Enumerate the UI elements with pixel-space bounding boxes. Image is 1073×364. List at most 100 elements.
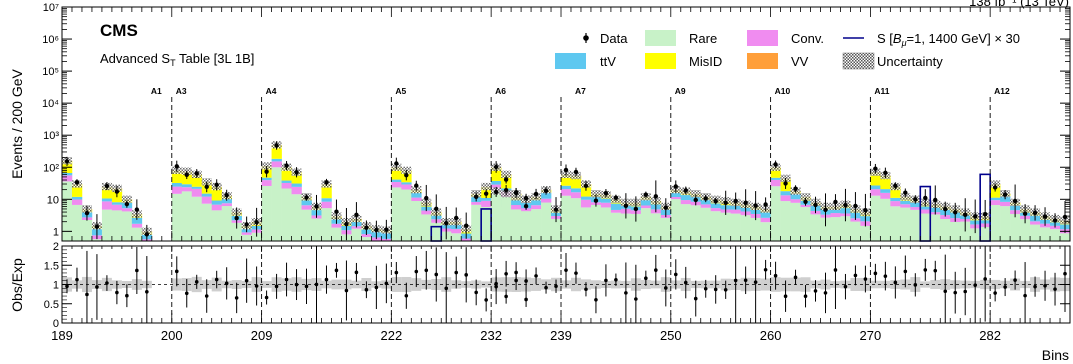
main-histogram-panel: A1 A3 A4 A5 A6 A7 A9 A10 A11 A12 11010²10³10⁴10⁵1… — [42, 2, 1071, 242]
data-points — [64, 141, 1068, 241]
data-point — [753, 203, 758, 208]
ratio-point — [574, 271, 578, 275]
bar-rare — [680, 204, 692, 241]
bar-rare — [1020, 219, 1031, 241]
ratio-point — [993, 291, 997, 295]
ratio-point — [903, 269, 908, 274]
ratio-point — [284, 277, 289, 282]
data-point — [623, 203, 629, 209]
bar-misid — [191, 174, 203, 187]
region-label: A11 — [874, 86, 889, 96]
data-point — [94, 224, 100, 229]
x-tick-label: 222 — [380, 328, 402, 343]
bar-conv — [710, 208, 721, 212]
data-point — [64, 159, 70, 164]
ratio-band-bin — [481, 281, 492, 288]
ratio-point — [145, 289, 149, 294]
bar-ttv — [640, 200, 652, 206]
ratio-point — [973, 283, 977, 287]
bar-rare — [640, 208, 652, 241]
data-point — [733, 198, 738, 204]
bar-conv — [211, 204, 222, 211]
ratio-point — [304, 284, 309, 289]
data-point — [813, 202, 818, 208]
bar-conv — [1030, 221, 1041, 225]
bar-conv — [600, 202, 612, 208]
bar-rare — [451, 233, 462, 241]
data-point — [304, 195, 309, 200]
bar-rare — [690, 205, 702, 241]
data-point — [344, 221, 349, 227]
bar-conv — [800, 204, 811, 208]
data-point — [134, 207, 140, 212]
data-point — [633, 206, 639, 212]
bar-rare — [391, 187, 402, 241]
ratio-point — [773, 273, 778, 278]
bar-conv — [301, 205, 312, 210]
bar-ttv — [670, 192, 682, 198]
bar-ttv — [101, 198, 113, 202]
ratio-point — [783, 294, 788, 299]
main-panel-frame — [61, 6, 1071, 242]
bar-ttv — [261, 177, 272, 181]
data-point — [723, 200, 728, 206]
data-point — [444, 220, 449, 226]
main-y-axis-label: Events / 200 GeV — [9, 68, 25, 178]
data-point — [653, 194, 659, 199]
data-point — [963, 212, 968, 218]
data-point — [1042, 214, 1048, 219]
ratio-point — [334, 268, 339, 273]
bar-rare — [590, 204, 602, 241]
bar-conv — [640, 205, 652, 209]
ratio-point — [384, 281, 389, 286]
bar-ttv — [990, 197, 1001, 201]
bar-rare — [401, 189, 412, 241]
data-point — [463, 223, 469, 228]
main-y-axis: 1 10 10² 10³ 10⁴ 10⁵ 10⁶ 10⁷ — [42, 2, 1070, 238]
uncertainty-band — [501, 170, 512, 179]
bar-conv — [730, 209, 741, 214]
data-point — [364, 225, 369, 230]
data-point — [853, 203, 858, 209]
bar-ttv — [111, 202, 123, 205]
ratio-region-separators — [171, 246, 991, 323]
ratio-band-bin — [990, 279, 1001, 290]
bar-rare — [950, 221, 961, 241]
bar-ttv — [181, 184, 193, 188]
bar-rare — [501, 196, 512, 241]
bar-conv — [670, 197, 682, 200]
ratio-point — [544, 285, 548, 290]
ratio-point — [224, 281, 229, 286]
ratio-point — [404, 293, 409, 298]
bar-rare — [471, 204, 482, 241]
y-tick-label: 10 — [47, 194, 59, 206]
data-point — [863, 208, 868, 213]
subtitle-subscript: T — [170, 58, 176, 68]
ratio-point — [1063, 271, 1067, 276]
bar-rare — [171, 193, 183, 241]
legend-item-misid: MisID — [645, 53, 722, 69]
data-point — [783, 181, 788, 186]
ratio-point — [943, 289, 948, 294]
bar-ttv — [171, 182, 183, 187]
signal-histogram — [430, 173, 991, 242]
data-point — [913, 197, 918, 202]
bar-rare — [321, 208, 332, 241]
bar-ttv — [481, 197, 492, 201]
ratio-point — [264, 295, 269, 300]
ratio-point — [634, 297, 638, 301]
bar-conv — [890, 201, 901, 207]
ratio-point — [873, 271, 878, 276]
data-point — [1002, 192, 1008, 197]
ratio-point — [85, 292, 89, 297]
ratio-band-bin — [920, 281, 931, 288]
data-point — [992, 185, 998, 190]
bar-misid — [880, 175, 891, 190]
data-point — [1012, 198, 1018, 204]
bar-ttv — [211, 200, 222, 205]
bar-ttv — [770, 177, 781, 180]
data-point — [593, 198, 599, 203]
bar-rare — [820, 217, 831, 241]
data-point — [274, 143, 279, 148]
ratio-point — [843, 284, 848, 289]
